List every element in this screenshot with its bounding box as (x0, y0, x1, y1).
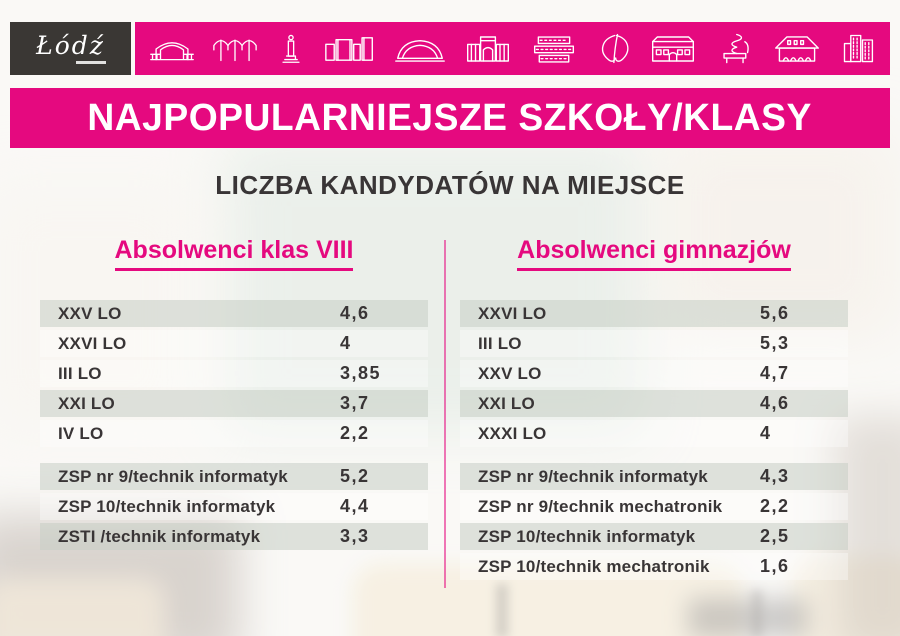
ratio-value: 3,85 (340, 363, 382, 383)
table-row: XXV LO 4,7 (460, 360, 848, 387)
page-subtitle: LICZBA KANDYDATÓW NA MIEJSCE (215, 170, 685, 200)
table-row: ZSP 10/technik mechatronik 1,6 (460, 553, 848, 580)
table-row: ZSTI /technik informatyk 3,3 (40, 523, 428, 550)
manor-house-icon (772, 32, 822, 66)
landmark-icons-bar (135, 22, 890, 75)
column-header-label: Absolwenci gimnazjów (517, 236, 791, 271)
furniture-blur (688, 598, 808, 636)
lodz-logo: Łódź (10, 22, 131, 75)
table-row: ZSP nr 9/technik mechatronik 2,2 (460, 493, 848, 520)
page-title: NAJPOPULARNIEJSZE SZKOŁY/KLASY (87, 96, 813, 139)
table-row: XXVI LO 4 (40, 330, 428, 357)
ratio-value: 5,2 (340, 466, 370, 486)
gate-building-icon (464, 32, 512, 66)
school-label: ZSP nr 9/technik informatyk (58, 466, 288, 486)
table-klas-viii: XXV LO 4,6 XXVI LO 4 III LO 3,85 XXI LO … (40, 300, 428, 553)
ratio-value: 2,2 (340, 423, 370, 443)
school-label: III LO (58, 363, 102, 383)
palace-icon (649, 32, 697, 66)
table-row: ZSP 10/technik informatyk 4,4 (40, 493, 428, 520)
school-label: XXI LO (58, 393, 115, 413)
school-label: ZSP 10/technik mechatronik (478, 556, 710, 576)
school-label: ZSTI /technik informatyk (58, 526, 261, 546)
table-row: IV LO 2,2 (40, 420, 428, 447)
spiral-bench-icon (715, 32, 753, 66)
ratio-value: 4 (760, 423, 772, 443)
school-label: XXXI LO (478, 423, 547, 443)
table-section-gap (460, 450, 848, 463)
table-row: III LO 3,85 (40, 360, 428, 387)
chair-blur (352, 563, 744, 636)
ratio-value: 3,7 (340, 393, 370, 413)
ratio-value: 2,2 (760, 496, 790, 516)
school-label: XXV LO (478, 363, 542, 383)
column-header-klas-viii: Absolwenci klas VIII (40, 236, 428, 271)
table-row: ZSP nr 9/technik informatyk 5,2 (40, 463, 428, 490)
office-tower-icon (840, 32, 876, 66)
ratio-value: 4,3 (760, 466, 790, 486)
school-label: XXI LO (478, 393, 535, 413)
chair-leg-blur (496, 584, 508, 636)
fountain-arches-icon (213, 32, 258, 66)
table-row: III LO 5,3 (460, 330, 848, 357)
table-row: ZSP nr 9/technik informatyk 4,3 (460, 463, 848, 490)
school-label: III LO (478, 333, 522, 353)
school-label: XXVI LO (478, 303, 547, 323)
ratio-value: 1,6 (760, 556, 790, 576)
table-section-gap (40, 450, 428, 463)
ratio-value: 5,3 (760, 333, 790, 353)
ratio-value: 4,6 (760, 393, 790, 413)
school-label: IV LO (58, 423, 104, 443)
column-header-label: Absolwenci klas VIII (114, 236, 354, 271)
factory-buildings-icon (324, 32, 376, 66)
school-label: ZSP nr 9/technik mechatronik (478, 496, 723, 516)
table-row: XXI LO 3,7 (40, 390, 428, 417)
table-gimnazjow: XXVI LO 5,6 III LO 5,3 XXV LO 4,7 XXI LO… (460, 300, 848, 583)
table-row: XXI LO 4,6 (460, 390, 848, 417)
ratio-value: 3,3 (340, 526, 370, 546)
title-banner: NAJPOPULARNIEJSZE SZKOŁY/KLASY (10, 88, 890, 148)
ratio-value: 4 (340, 333, 352, 353)
ratio-value: 5,6 (760, 303, 790, 323)
school-label: XXVI LO (58, 333, 127, 353)
ratio-value: 4,4 (340, 496, 370, 516)
chalkboard-blur (225, 140, 645, 435)
chair-blur (792, 556, 900, 636)
stacked-building-icon (531, 32, 577, 66)
ratio-value: 4,7 (760, 363, 790, 383)
column-divider (444, 240, 446, 588)
chair-blur (0, 578, 165, 636)
ratio-value: 2,5 (760, 526, 790, 546)
school-label: ZSP nr 9/technik informatyk (478, 466, 708, 486)
monument-icon (276, 32, 306, 66)
table-row: XXXI LO 4 (460, 420, 848, 447)
arena-icon (394, 32, 446, 66)
train-station-icon (149, 32, 195, 66)
lodz-logo-caption (75, 61, 106, 64)
column-header-gimnazjow: Absolwenci gimnazjów (460, 236, 848, 271)
chair-leg-blur (752, 590, 762, 636)
table-row: ZSP 10/technik informatyk 2,5 (460, 523, 848, 550)
table-row: XXV LO 4,6 (40, 300, 428, 327)
ratio-value: 4,6 (340, 303, 370, 323)
lodz-logo-text: Łódź (36, 31, 105, 60)
school-label: XXV LO (58, 303, 122, 323)
table-row: XXVI LO 5,6 (460, 300, 848, 327)
leaf-icon (595, 32, 631, 66)
school-label: ZSP 10/technik informatyk (58, 496, 276, 516)
school-label: ZSP 10/technik informatyk (478, 526, 696, 546)
